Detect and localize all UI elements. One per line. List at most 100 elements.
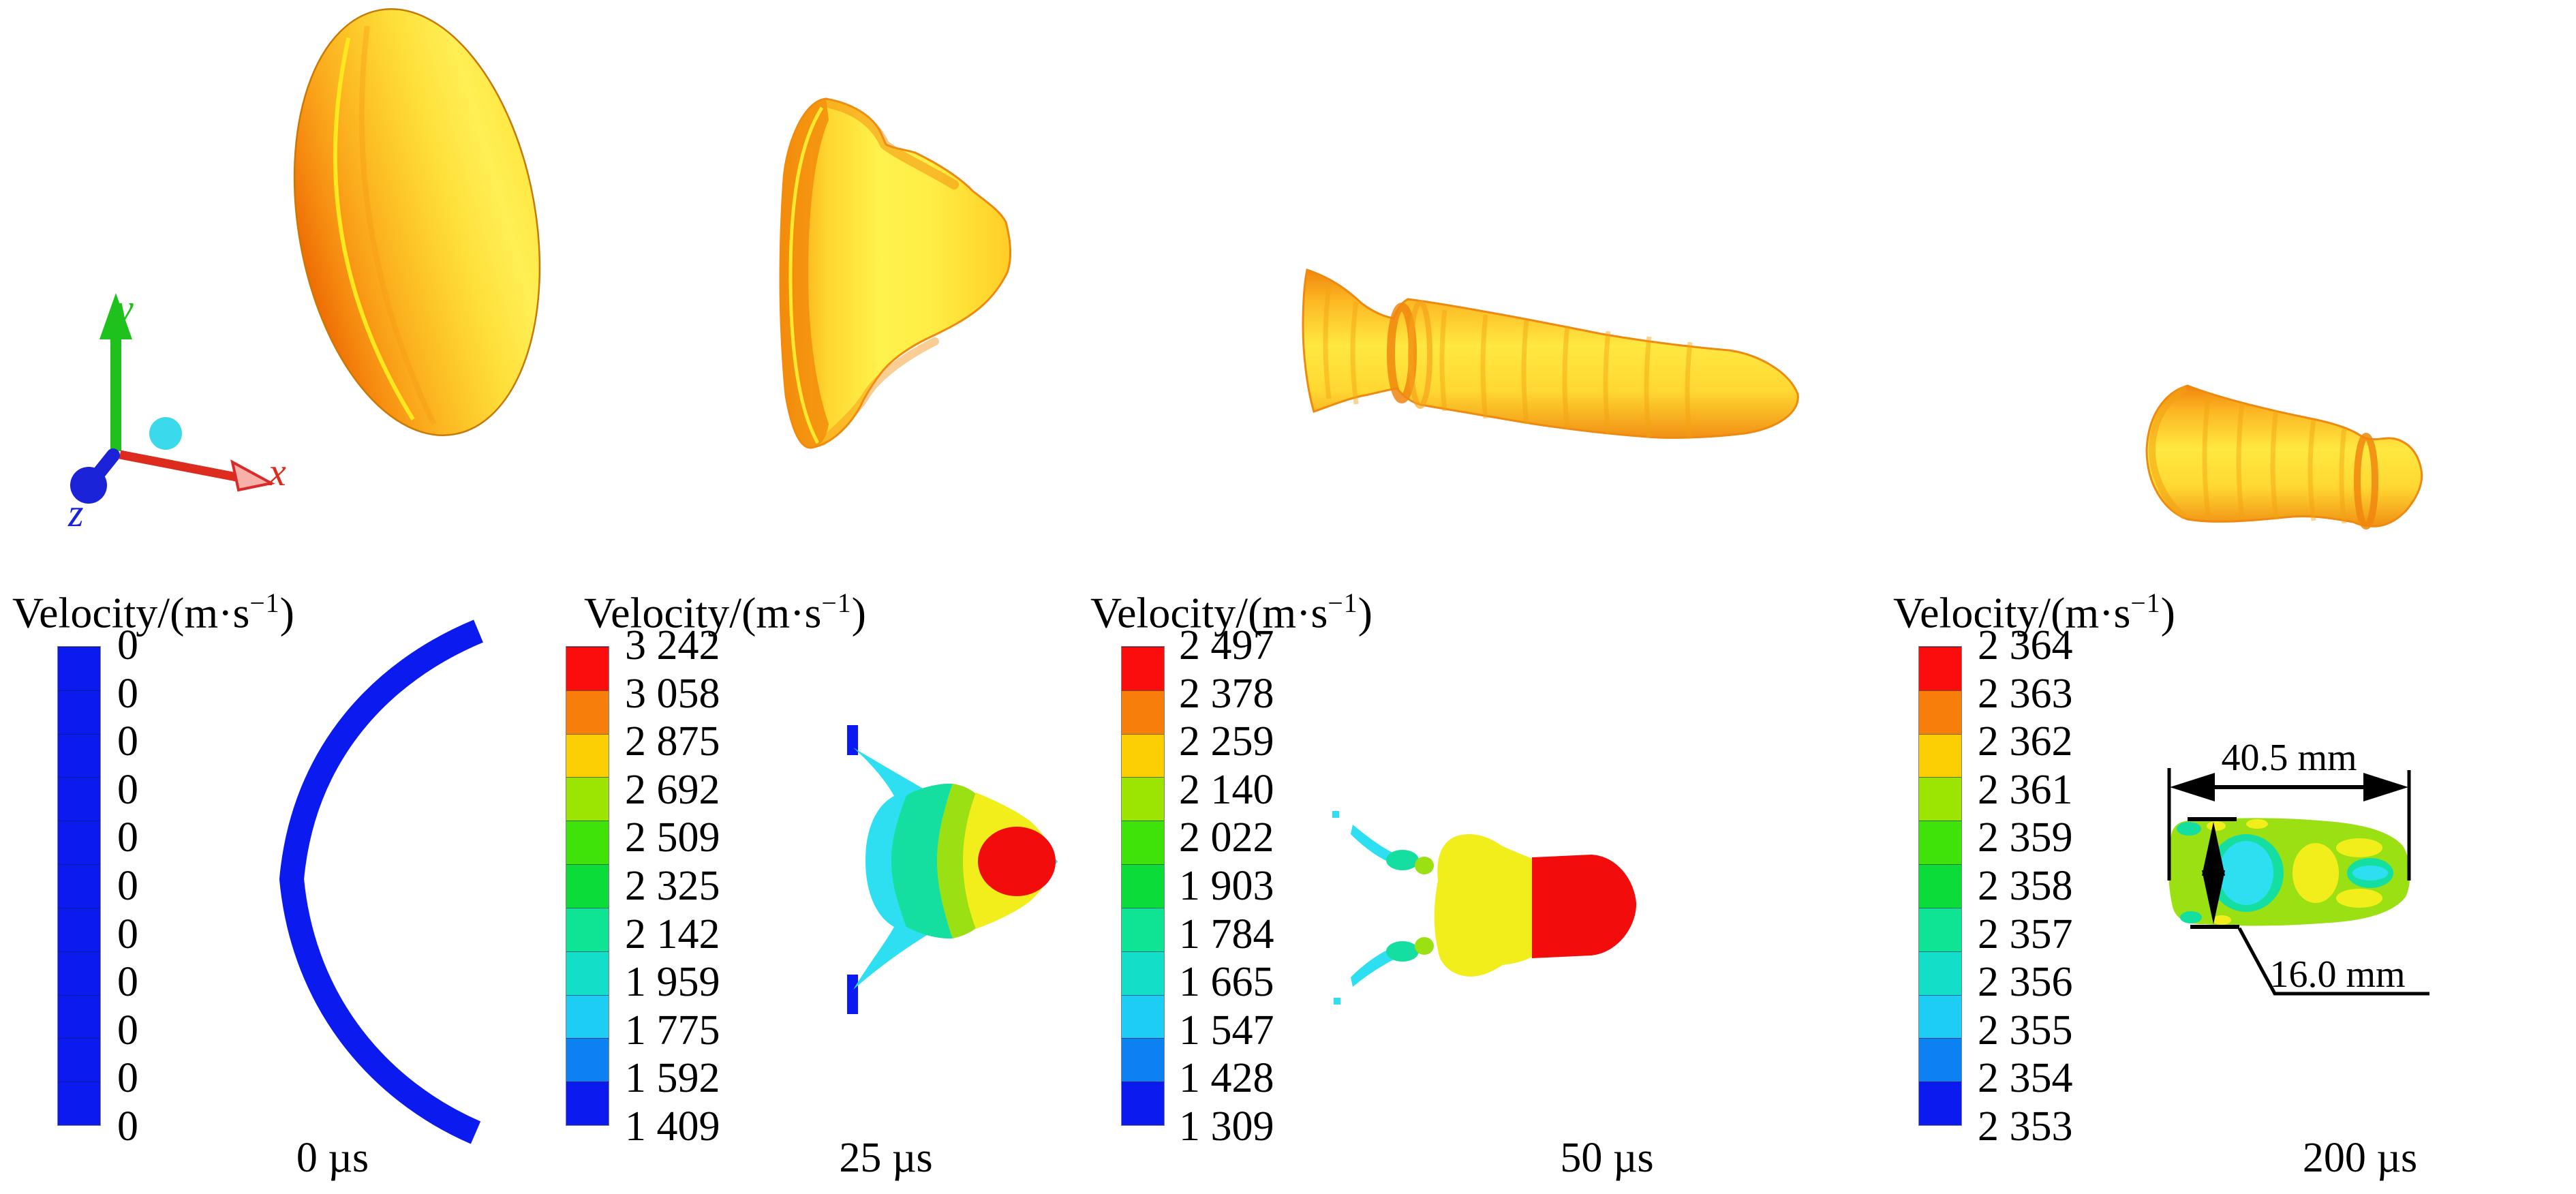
dim-label-diameter: 16.0 mm xyxy=(2269,953,2406,996)
colorbar-value: 2 142 xyxy=(625,910,720,958)
legend-title-text: Velocity/(m·s xyxy=(1090,588,1328,637)
projectile-3d-50us xyxy=(1302,269,1799,439)
dome-body xyxy=(293,8,541,436)
fringe-50us-upper-tail-teal xyxy=(1386,850,1419,870)
projectile-200us-body xyxy=(2145,384,2423,527)
colorbar-cell xyxy=(1919,907,1961,951)
liner-3d-0us xyxy=(293,8,541,436)
colorbar-value: 2 359 xyxy=(1978,814,2073,861)
colorbar-cell xyxy=(566,864,609,908)
colorbar-value: 1 775 xyxy=(625,1007,720,1054)
colorbar-cell xyxy=(1122,864,1164,908)
colorbar-cell xyxy=(1919,777,1961,821)
z-axis-ball xyxy=(70,467,107,504)
colorbar-value: 2 692 xyxy=(625,766,720,813)
colorbar-value: 2 362 xyxy=(1978,718,2073,765)
projectile-3d-200us xyxy=(2145,384,2423,530)
colorbar-cell xyxy=(1122,951,1164,995)
colorbar-cell xyxy=(58,864,100,908)
dome-shading-arc xyxy=(358,25,437,425)
colorbar-value: 1 784 xyxy=(1179,910,1274,958)
colorbar-value: 2 364 xyxy=(1978,622,2073,669)
colorbar-cell xyxy=(566,647,609,690)
dim-length-arrowhead-left xyxy=(2170,773,2215,801)
dome-rim-line xyxy=(333,37,415,420)
colorbar-value: 1 665 xyxy=(1179,959,1274,1006)
fringe-50us-lower-tail-teal xyxy=(1386,941,1419,962)
colorbar-cell xyxy=(58,733,100,778)
y-axis-arrowhead xyxy=(99,293,132,339)
colorbar-value: 2 361 xyxy=(1978,766,2073,813)
colorbar-cell xyxy=(1919,994,1961,1039)
bell-top-shading xyxy=(825,99,959,189)
colorbar-cell xyxy=(566,777,609,821)
colorbar-value: 2 022 xyxy=(1179,814,1274,861)
colorbar-cell xyxy=(1919,647,1961,690)
colorbar-value: 2 357 xyxy=(1978,910,2073,958)
fringe-200us-yellow-mid xyxy=(2293,843,2339,903)
bell-bottom-shading xyxy=(818,337,939,446)
colorbar-value: 0 xyxy=(117,670,138,717)
fringe-200us-yellow-dot-2 xyxy=(2246,819,2268,829)
fringe-200us-yellow-arc-bottom xyxy=(2336,889,2382,908)
dim-leader-line xyxy=(2237,927,2429,996)
fringe-50us-lower-tail-cyan xyxy=(1351,949,1402,987)
fringe-plot-200us xyxy=(2168,818,2410,926)
colorbar-cell xyxy=(566,951,609,995)
fringe-200us-cyan-core xyxy=(2219,841,2273,905)
origin-node-dot xyxy=(149,417,182,450)
colorbar-cell xyxy=(1919,690,1961,734)
dim-diameter-arrowhead-up xyxy=(2202,822,2225,876)
fringe-50us-red-head xyxy=(1532,855,1637,958)
colorbar-cell xyxy=(1122,1082,1164,1125)
legend-title-sup: −1 xyxy=(2130,588,2161,618)
colorbar-cell xyxy=(1122,1038,1164,1082)
colorbar-value: 0 xyxy=(117,718,138,765)
colorbar-value: 2 354 xyxy=(1978,1055,2073,1102)
colorbar-value: 3 242 xyxy=(625,622,720,669)
colorbar-value: 2 356 xyxy=(1978,959,2073,1006)
colorbar-value: 0 xyxy=(117,910,138,958)
colorbar-value: 2 363 xyxy=(1978,670,2073,717)
legend-title-close: ) xyxy=(1358,588,1373,637)
fringe-plot-50us xyxy=(1332,811,1637,1005)
fringe-50us-upper-tail-chartreuse xyxy=(1415,857,1434,874)
legend-title-text: Velocity/(m·s xyxy=(584,588,822,637)
legend-title-text: Velocity/(m·s xyxy=(1893,588,2131,637)
colorbar-values-25us: 3 242 3 058 2 875 2 692 2 509 2 325 2 142 1 959… xyxy=(625,624,720,1148)
projectile-50us-body xyxy=(1302,269,1799,439)
colorbar-value: 2 353 xyxy=(1978,1103,2073,1150)
colorbar-value: 2 875 xyxy=(625,718,720,765)
colorbar-cell xyxy=(566,1082,609,1125)
colorbar-value: 2 355 xyxy=(1978,1007,2073,1054)
legend-title-50us: Velocity/(m·s−1) xyxy=(1090,590,1373,634)
colorbar-cell xyxy=(58,690,100,734)
legend-title-close: ) xyxy=(2160,588,2175,637)
colorbar-cell xyxy=(566,821,609,865)
legend-title-sup: −1 xyxy=(1328,588,1358,618)
fringe-200us-teal-dot-bottom xyxy=(2180,911,2202,923)
colorbar-cell xyxy=(1122,907,1164,951)
time-label-200us: 200 µs xyxy=(2302,1135,2418,1181)
colorbar-value: 1 428 xyxy=(1179,1055,1274,1102)
fringe-200us-cyan-lens xyxy=(2352,866,2388,881)
colorbar-cell xyxy=(1919,1082,1961,1125)
coordinate-triad xyxy=(70,293,275,504)
fringe-200us-yellow-arc-top xyxy=(2336,838,2382,857)
liner-3d-25us xyxy=(779,97,1012,449)
colorbar-values-50us: 2 497 2 378 2 259 2 140 2 022 1 903 1 784 1 665… xyxy=(1179,624,1274,1148)
dim-diameter-arrowhead-down xyxy=(2202,870,2225,924)
legend-title-sup: −1 xyxy=(249,588,280,618)
colorbar-value: 0 xyxy=(117,862,138,909)
legend-title-close: ) xyxy=(851,588,866,637)
colorbar-value: 0 xyxy=(117,622,138,669)
legend-title-sup: −1 xyxy=(821,588,852,618)
colorbar-cell xyxy=(58,821,100,865)
colorbar-value: 2 140 xyxy=(1179,766,1274,813)
fringe-200us-yellow-dot-3 xyxy=(2212,915,2231,925)
colorbar-cell xyxy=(566,1038,609,1082)
colorbar-cell xyxy=(566,907,609,951)
projectile-50us-ribs xyxy=(1323,286,1693,438)
colorbar-cell xyxy=(1919,864,1961,908)
